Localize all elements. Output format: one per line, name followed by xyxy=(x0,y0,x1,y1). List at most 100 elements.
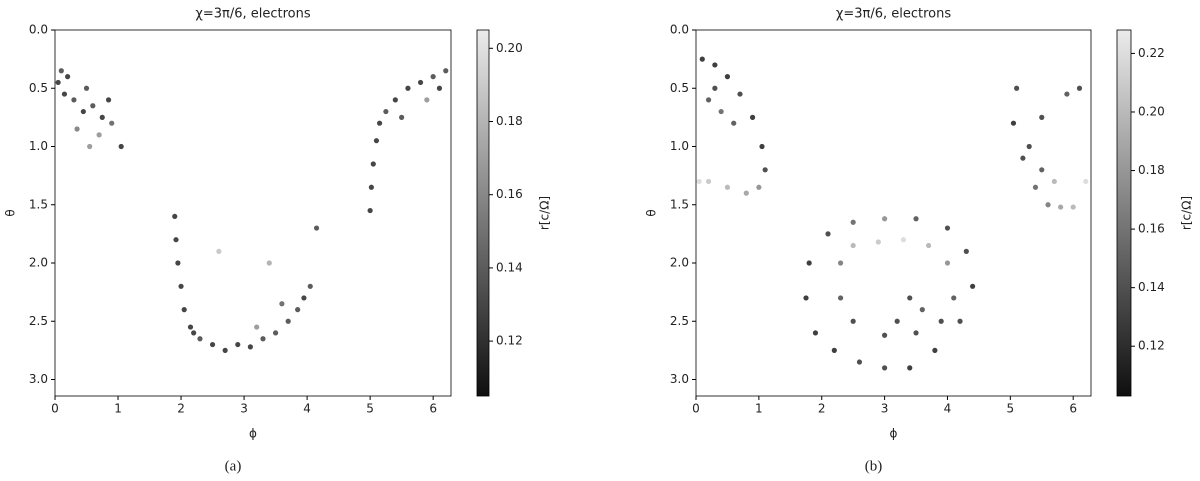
point xyxy=(175,260,181,266)
point xyxy=(1039,114,1045,120)
point xyxy=(951,295,957,301)
point xyxy=(938,318,944,324)
colorbar-tick-label: 0.16 xyxy=(496,187,523,201)
point xyxy=(1070,204,1076,210)
x-tick-label: 4 xyxy=(944,402,952,416)
point xyxy=(913,216,919,222)
point xyxy=(279,301,285,307)
point xyxy=(118,143,124,150)
caption: (a) xyxy=(225,458,242,474)
point xyxy=(1058,204,1064,210)
point xyxy=(743,190,749,196)
y-tick-label: 1.5 xyxy=(670,197,689,211)
point xyxy=(417,79,424,86)
point xyxy=(373,138,380,144)
point xyxy=(812,330,819,336)
point xyxy=(307,283,313,289)
point xyxy=(392,97,398,103)
point xyxy=(696,178,702,185)
point xyxy=(1064,91,1070,97)
colorbar-tick-label: 0.12 xyxy=(496,334,523,348)
point xyxy=(718,108,724,115)
plot-frame xyxy=(695,29,1092,397)
point xyxy=(173,237,179,243)
colorbar-tick-label: 0.18 xyxy=(496,114,523,128)
y-tick-label: 3.0 xyxy=(670,372,689,386)
point xyxy=(58,68,64,74)
y-tick-label: 1.0 xyxy=(670,139,689,153)
x-tick-label: 6 xyxy=(429,402,437,416)
point xyxy=(74,126,80,132)
y-tick-label: 3.0 xyxy=(29,372,48,386)
point xyxy=(803,295,809,301)
point xyxy=(825,231,831,237)
point xyxy=(222,347,228,353)
x-tick-label: 1 xyxy=(114,402,122,416)
point xyxy=(178,283,184,289)
point xyxy=(172,213,178,220)
x-axis-label: ϕ xyxy=(249,427,257,441)
point xyxy=(737,91,743,97)
point xyxy=(712,62,718,68)
point xyxy=(913,330,919,336)
point xyxy=(105,97,112,103)
colorbar-tick-label: 0.16 xyxy=(1138,222,1165,236)
point xyxy=(370,161,376,167)
point xyxy=(443,68,449,74)
x-tick-label: 4 xyxy=(303,402,311,416)
point xyxy=(424,97,430,103)
colorbar-label: r[c/Ω] xyxy=(1180,196,1194,230)
point xyxy=(285,318,291,324)
point xyxy=(970,283,976,289)
point xyxy=(919,307,925,313)
point xyxy=(756,184,762,190)
point xyxy=(724,74,731,80)
point xyxy=(61,91,68,97)
x-tick-label: 1 xyxy=(755,402,763,416)
colorbar-tick-label: 0.22 xyxy=(1138,46,1165,60)
point xyxy=(850,242,856,249)
chart-title: χ=3π/6, electrons xyxy=(195,7,311,22)
point xyxy=(96,132,102,138)
point xyxy=(436,85,443,91)
x-tick-label: 0 xyxy=(51,402,59,416)
colorbar-tick-label: 0.14 xyxy=(1138,280,1165,294)
point xyxy=(900,237,907,243)
point xyxy=(907,295,913,301)
point xyxy=(383,108,389,115)
plot-frame xyxy=(54,29,452,397)
point xyxy=(71,97,77,103)
colorbar xyxy=(1116,29,1132,397)
point xyxy=(191,330,197,336)
point xyxy=(55,79,61,86)
point xyxy=(907,365,913,371)
x-tick-label: 0 xyxy=(692,402,700,416)
point xyxy=(831,347,837,353)
point xyxy=(957,318,963,324)
point xyxy=(705,97,712,103)
y-tick-label: 1.0 xyxy=(29,139,48,153)
point xyxy=(247,344,253,350)
point xyxy=(1014,85,1020,91)
point xyxy=(875,239,881,245)
point xyxy=(926,242,932,249)
point xyxy=(881,365,888,371)
point xyxy=(762,167,768,173)
point xyxy=(405,85,411,91)
point xyxy=(837,260,844,266)
point xyxy=(295,307,301,313)
y-tick-label: 0.0 xyxy=(29,23,48,37)
point xyxy=(837,295,844,301)
point xyxy=(313,225,320,231)
point xyxy=(99,114,105,120)
x-tick-label: 3 xyxy=(240,402,248,416)
point xyxy=(1039,167,1045,173)
point xyxy=(181,307,187,313)
point xyxy=(724,184,731,190)
point xyxy=(749,114,756,120)
x-tick-label: 6 xyxy=(1069,402,1077,416)
point xyxy=(216,248,222,254)
point xyxy=(712,85,718,91)
colorbar-tick-label: 0.20 xyxy=(496,41,523,55)
